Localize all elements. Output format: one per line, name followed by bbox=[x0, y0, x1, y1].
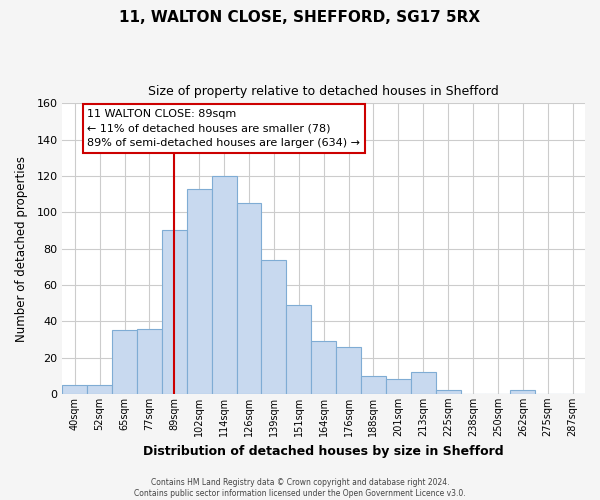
Bar bbox=[336, 346, 361, 394]
Bar bbox=[386, 380, 411, 394]
Bar bbox=[436, 390, 461, 394]
Bar bbox=[361, 376, 386, 394]
Bar bbox=[87, 385, 112, 394]
Bar bbox=[187, 188, 212, 394]
Text: 11, WALTON CLOSE, SHEFFORD, SG17 5RX: 11, WALTON CLOSE, SHEFFORD, SG17 5RX bbox=[119, 10, 481, 25]
X-axis label: Distribution of detached houses by size in Shefford: Distribution of detached houses by size … bbox=[143, 444, 504, 458]
Bar bbox=[62, 385, 87, 394]
Bar bbox=[311, 341, 336, 394]
Bar bbox=[137, 328, 162, 394]
Bar bbox=[112, 330, 137, 394]
Text: Contains HM Land Registry data © Crown copyright and database right 2024.
Contai: Contains HM Land Registry data © Crown c… bbox=[134, 478, 466, 498]
Bar bbox=[236, 203, 262, 394]
Title: Size of property relative to detached houses in Shefford: Size of property relative to detached ho… bbox=[148, 85, 499, 98]
Bar bbox=[511, 390, 535, 394]
Bar bbox=[212, 176, 236, 394]
Bar bbox=[262, 260, 286, 394]
Y-axis label: Number of detached properties: Number of detached properties bbox=[15, 156, 28, 342]
Text: 11 WALTON CLOSE: 89sqm
← 11% of detached houses are smaller (78)
89% of semi-det: 11 WALTON CLOSE: 89sqm ← 11% of detached… bbox=[87, 109, 360, 148]
Bar bbox=[162, 230, 187, 394]
Bar bbox=[411, 372, 436, 394]
Bar bbox=[286, 305, 311, 394]
